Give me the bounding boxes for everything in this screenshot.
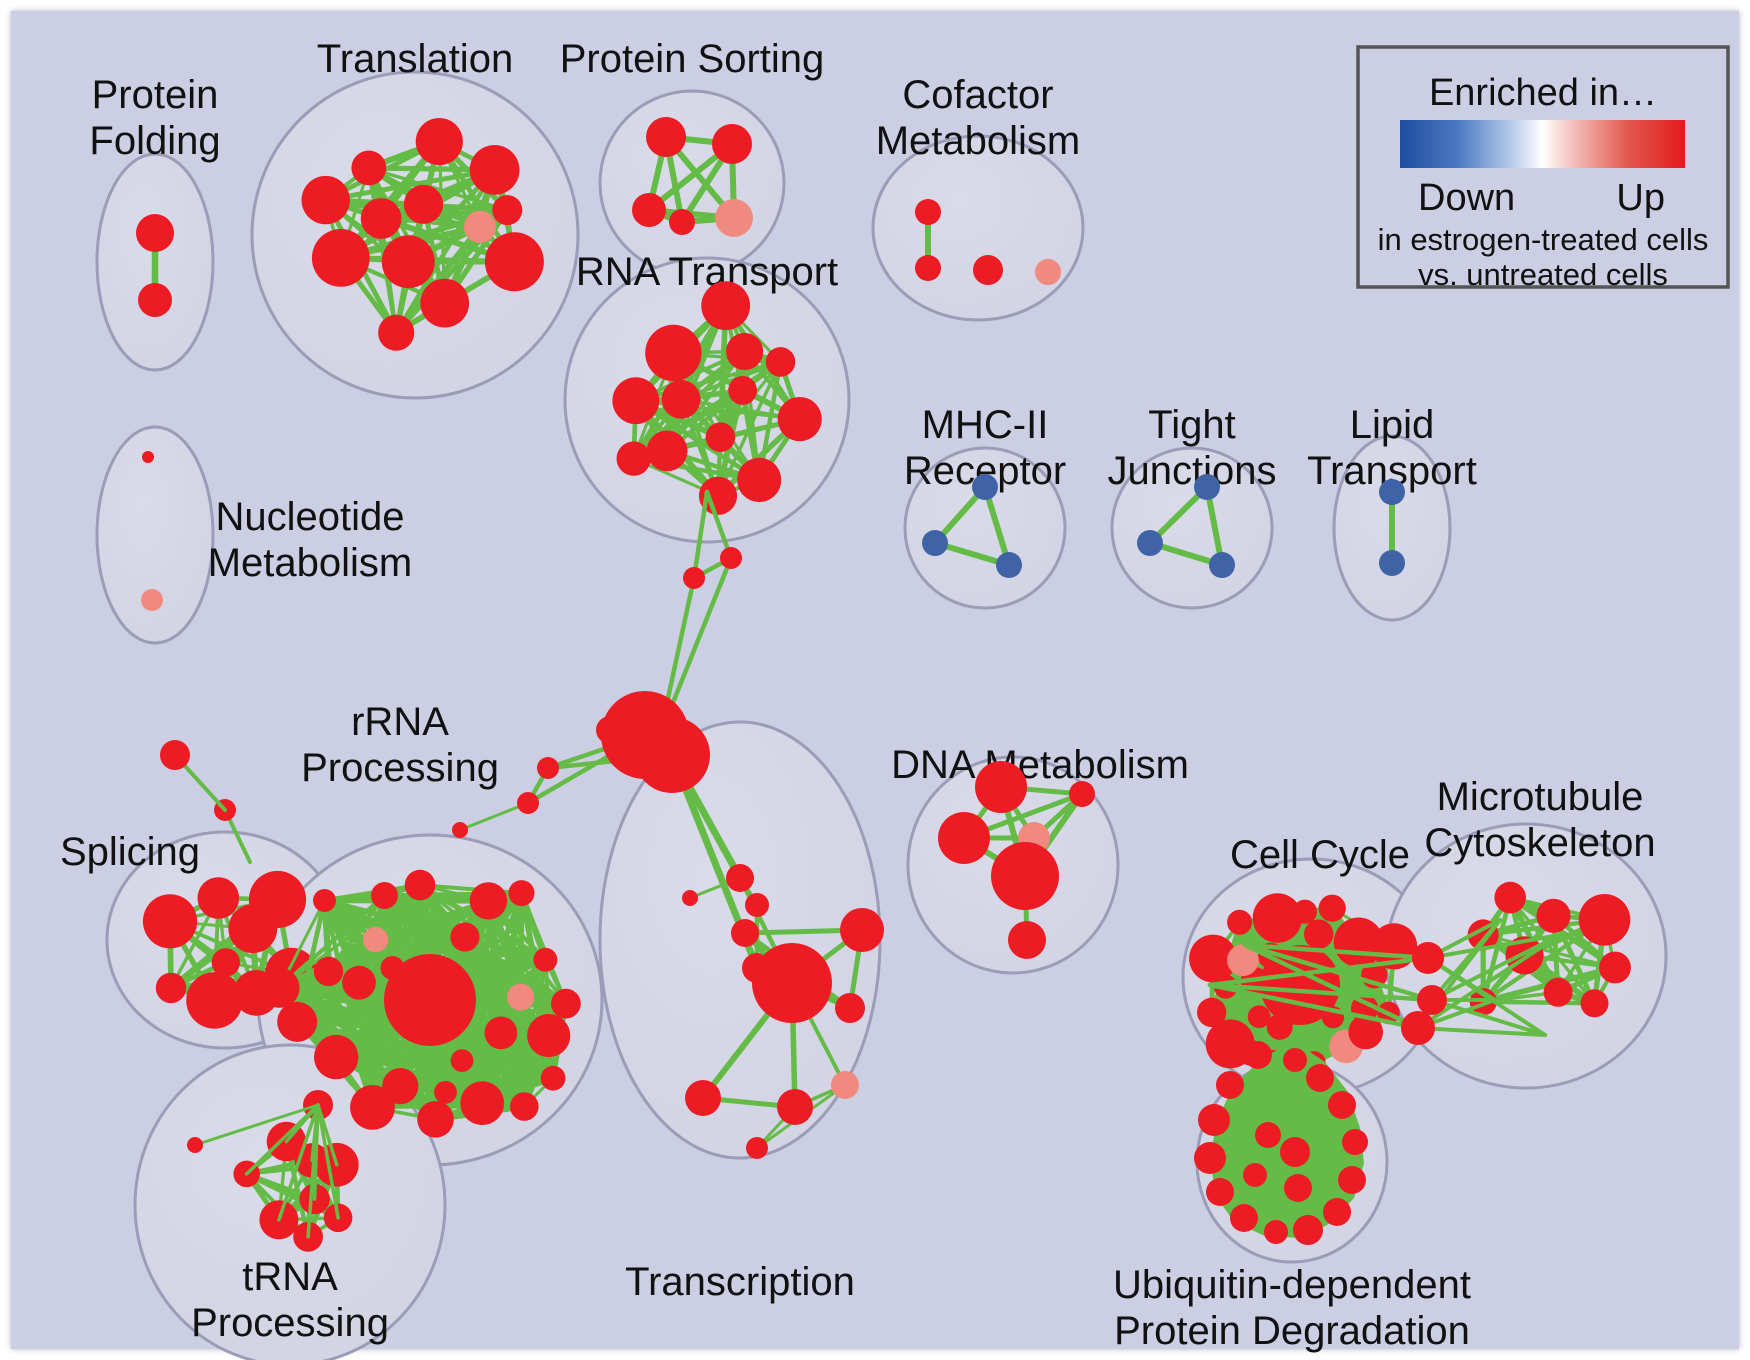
svg-text:Enriched in…: Enriched in… xyxy=(1429,72,1657,114)
svg-text:rRNA: rRNA xyxy=(351,700,449,744)
svg-text:Up: Up xyxy=(1616,177,1665,219)
svg-text:Nucleotide: Nucleotide xyxy=(215,495,404,539)
svg-text:DNA Metabolism: DNA Metabolism xyxy=(891,743,1189,787)
svg-text:Microtubule: Microtubule xyxy=(1437,775,1644,819)
svg-text:Junctions: Junctions xyxy=(1108,449,1277,493)
svg-text:Cytoskeleton: Cytoskeleton xyxy=(1424,821,1655,865)
svg-text:Splicing: Splicing xyxy=(60,830,200,874)
svg-text:Protein Sorting: Protein Sorting xyxy=(560,37,825,81)
svg-text:Metabolism: Metabolism xyxy=(208,541,413,585)
svg-text:RNA Transport: RNA Transport xyxy=(576,250,838,294)
svg-text:Ubiquitin-dependent: Ubiquitin-dependent xyxy=(1113,1263,1471,1307)
svg-text:Processing: Processing xyxy=(301,746,499,790)
svg-text:MHC-II: MHC-II xyxy=(922,403,1049,447)
svg-text:Translation: Translation xyxy=(317,37,513,81)
svg-text:Metabolism: Metabolism xyxy=(876,119,1081,163)
svg-text:tRNA: tRNA xyxy=(242,1255,338,1299)
svg-text:Cell Cycle: Cell Cycle xyxy=(1230,833,1410,877)
svg-text:in estrogen-treated cells: in estrogen-treated cells xyxy=(1378,222,1709,257)
svg-text:Folding: Folding xyxy=(89,119,220,163)
svg-text:Protein: Protein xyxy=(92,73,219,117)
svg-text:vs. untreated cells: vs. untreated cells xyxy=(1418,257,1668,292)
svg-text:Protein Degradation: Protein Degradation xyxy=(1114,1309,1470,1353)
svg-text:Cofactor: Cofactor xyxy=(902,73,1053,117)
svg-text:Transcription: Transcription xyxy=(625,1260,855,1304)
svg-text:Lipid: Lipid xyxy=(1350,403,1435,447)
svg-text:Down: Down xyxy=(1418,177,1515,219)
svg-text:Tight: Tight xyxy=(1148,403,1235,447)
svg-text:Processing: Processing xyxy=(191,1301,389,1345)
